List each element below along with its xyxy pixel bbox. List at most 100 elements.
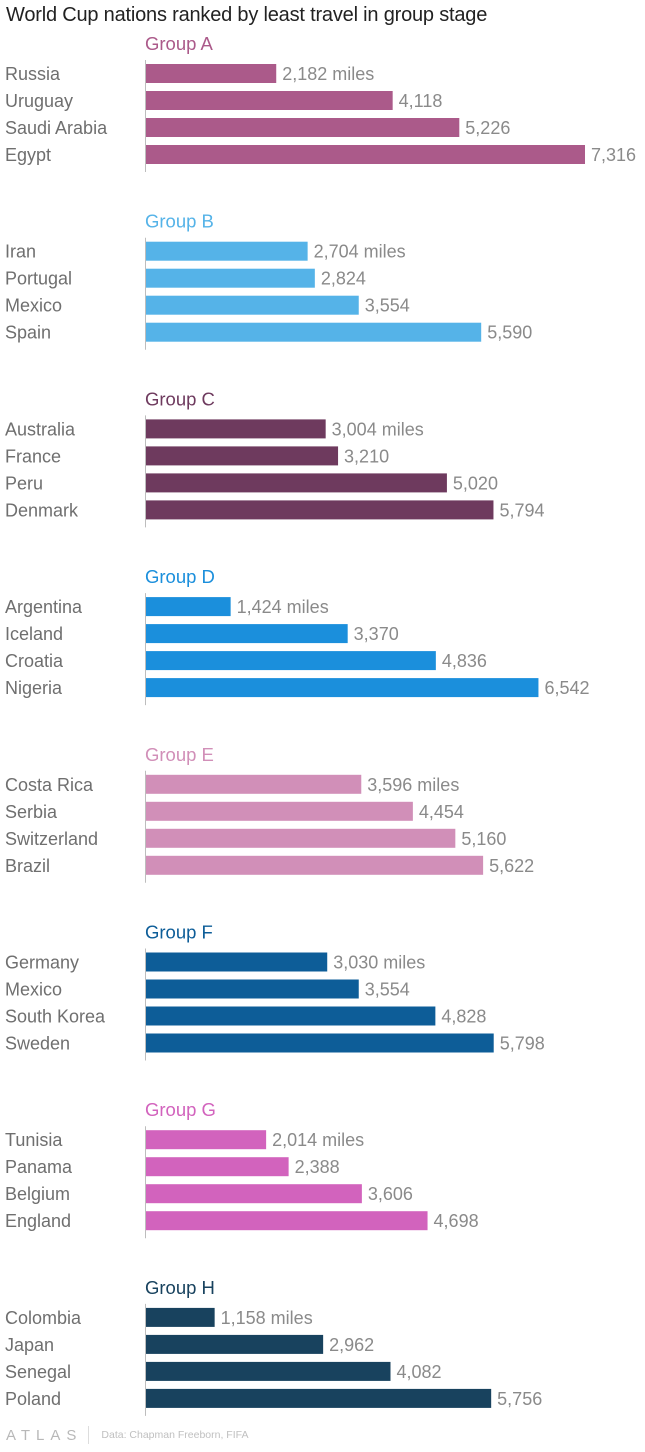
data-label: 3,596 miles bbox=[367, 775, 459, 795]
data-label: 4,454 bbox=[419, 802, 464, 822]
data-label: 5,798 bbox=[500, 1034, 545, 1054]
bar bbox=[145, 268, 315, 288]
bar bbox=[145, 91, 393, 110]
category-label: Denmark bbox=[5, 500, 79, 520]
category-label: Brazil bbox=[5, 856, 50, 876]
bar bbox=[145, 473, 447, 493]
bar-chart-svg: Group A Russia 2,182 miles Uruguay 4,118 Saud… bbox=[5, 33, 636, 1416]
data-label: 1,424 miles bbox=[237, 597, 329, 617]
bar bbox=[145, 801, 413, 821]
data-label: 5,622 bbox=[489, 856, 534, 876]
bar bbox=[145, 855, 484, 875]
data-label: 3,554 bbox=[365, 296, 410, 316]
bar bbox=[145, 597, 231, 617]
data-label: 5,160 bbox=[461, 829, 506, 849]
bar bbox=[145, 1334, 324, 1354]
bar bbox=[145, 1157, 289, 1177]
category-label: Uruguay bbox=[5, 91, 73, 111]
data-label: 4,836 bbox=[442, 651, 487, 671]
group-title: Group B bbox=[145, 211, 214, 232]
data-label: 3,370 bbox=[354, 624, 399, 644]
category-label: Sweden bbox=[5, 1034, 70, 1054]
data-label: 5,794 bbox=[499, 500, 544, 520]
bar bbox=[145, 1388, 492, 1408]
bar bbox=[145, 952, 328, 972]
data-label: 5,756 bbox=[497, 1389, 542, 1409]
category-label: Switzerland bbox=[5, 829, 98, 849]
data-label: 5,020 bbox=[453, 473, 498, 493]
data-label: 4,698 bbox=[434, 1211, 479, 1231]
data-label: 1,158 miles bbox=[221, 1308, 313, 1328]
data-label: 2,388 bbox=[295, 1157, 340, 1177]
data-label: 2,824 bbox=[321, 269, 366, 289]
category-label: Mexico bbox=[5, 296, 62, 316]
bar bbox=[145, 446, 339, 466]
category-label: Peru bbox=[5, 473, 43, 493]
bar bbox=[145, 774, 362, 794]
data-label: 2,704 miles bbox=[314, 242, 406, 262]
footer: ATLAS Data: Chapman Freeborn, FIFA bbox=[6, 1424, 248, 1446]
group-title: Group F bbox=[145, 922, 213, 943]
bar bbox=[145, 419, 326, 439]
data-label: 5,226 bbox=[465, 118, 510, 138]
chart-title: World Cup nations ranked by least travel… bbox=[6, 4, 488, 26]
data-label: 2,014 miles bbox=[272, 1130, 364, 1150]
data-label: 3,030 miles bbox=[333, 953, 425, 973]
bar bbox=[145, 1307, 215, 1327]
bar bbox=[145, 1130, 267, 1150]
source-note: Data: Chapman Freeborn, FIFA bbox=[101, 1429, 249, 1441]
data-label: 6,542 bbox=[544, 678, 589, 698]
category-label: France bbox=[5, 446, 61, 466]
category-label: Costa Rica bbox=[5, 775, 94, 795]
category-label: Serbia bbox=[5, 802, 58, 822]
category-label: Saudi Arabia bbox=[5, 118, 108, 138]
data-label: 5,590 bbox=[487, 323, 532, 343]
data-label: 7,316 bbox=[591, 145, 636, 165]
category-label: Panama bbox=[5, 1157, 73, 1177]
category-label: Belgium bbox=[5, 1184, 70, 1204]
category-label: Portugal bbox=[5, 269, 72, 289]
bar bbox=[145, 500, 494, 520]
group-title: Group H bbox=[145, 1277, 215, 1298]
category-label: Croatia bbox=[5, 651, 64, 671]
bar bbox=[145, 241, 308, 261]
data-label: 4,828 bbox=[441, 1007, 486, 1027]
bar bbox=[145, 118, 460, 137]
category-label: Iran bbox=[5, 242, 36, 262]
bar bbox=[145, 322, 482, 342]
footer-divider bbox=[88, 1426, 90, 1444]
bar bbox=[145, 624, 348, 644]
data-label: 2,962 bbox=[329, 1335, 374, 1355]
bar bbox=[145, 1211, 428, 1231]
bar bbox=[145, 1361, 391, 1381]
bar bbox=[145, 828, 456, 848]
data-label: 3,606 bbox=[368, 1184, 413, 1204]
data-label: 3,554 bbox=[365, 980, 410, 1000]
bar bbox=[145, 1033, 494, 1053]
category-label: Poland bbox=[5, 1389, 61, 1409]
category-label: England bbox=[5, 1211, 71, 1231]
category-label: Iceland bbox=[5, 624, 63, 644]
bar bbox=[145, 145, 585, 164]
data-label: 3,210 bbox=[344, 446, 389, 466]
category-label: Nigeria bbox=[5, 678, 63, 698]
bar bbox=[145, 295, 359, 315]
group-title: Group C bbox=[145, 388, 215, 409]
category-label: Colombia bbox=[5, 1308, 82, 1328]
category-label: Tunisia bbox=[5, 1130, 63, 1150]
data-label: 4,118 bbox=[399, 91, 443, 111]
category-label: Argentina bbox=[5, 597, 83, 617]
category-label: Germany bbox=[5, 953, 79, 973]
category-label: Japan bbox=[5, 1335, 54, 1355]
bar bbox=[145, 651, 436, 671]
atlas-logo: ATLAS bbox=[6, 1426, 83, 1444]
bar bbox=[145, 1006, 436, 1026]
category-label: Australia bbox=[5, 419, 76, 439]
bar bbox=[145, 64, 277, 83]
bar bbox=[145, 678, 539, 698]
bar bbox=[145, 979, 359, 999]
data-label: 2,182 miles bbox=[282, 64, 374, 84]
category-label: Russia bbox=[5, 64, 61, 84]
category-label: Mexico bbox=[5, 980, 62, 1000]
